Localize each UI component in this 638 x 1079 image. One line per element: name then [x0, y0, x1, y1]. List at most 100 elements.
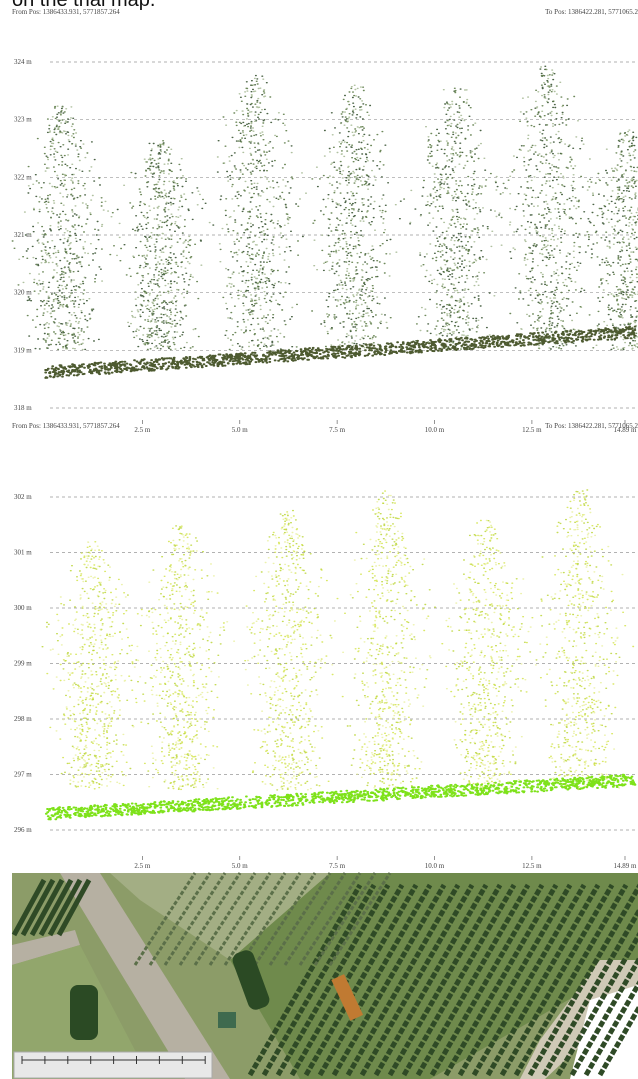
tree-row — [597, 1004, 638, 1077]
x-tick-label: 5.0 m — [232, 862, 249, 870]
point-cloud — [495, 66, 594, 350]
tree-row — [247, 883, 363, 1077]
tree-row — [499, 883, 615, 1077]
tree-row — [401, 883, 517, 1077]
caption-fragment: on the trial map. — [12, 0, 155, 11]
y-tick-label: 299 m — [14, 660, 32, 668]
tree-row — [513, 883, 629, 1077]
point-cloud — [24, 105, 119, 351]
tree-row — [38, 878, 74, 937]
scale-bar-box — [13, 1051, 213, 1079]
tree-row — [29, 878, 65, 937]
y-tick-label: 298 m — [14, 715, 32, 723]
x-tick-label: 7.5 m — [329, 426, 346, 434]
tree-row — [331, 883, 447, 1077]
point-cloud — [346, 492, 436, 789]
point-cloud — [445, 519, 530, 789]
point-cloud — [18, 105, 113, 351]
x-tick-label: 12.5 m — [522, 862, 542, 870]
point-cloud — [336, 490, 430, 788]
y-tick-label: 300 m — [14, 604, 32, 612]
point-cloud — [116, 143, 221, 350]
tree-row — [527, 883, 638, 1077]
tree-row — [253, 872, 317, 966]
tree-row — [193, 872, 257, 966]
x-tick-label: 10.0 m — [425, 426, 445, 434]
point-cloud — [137, 534, 229, 790]
point-cloud — [297, 86, 406, 350]
point-cloud — [11, 105, 112, 351]
point-cloud — [204, 74, 298, 350]
tree-row — [133, 872, 197, 966]
tree-row — [485, 883, 601, 1077]
tree-row — [415, 883, 531, 1077]
point-cloud — [451, 520, 538, 790]
shed — [218, 1012, 236, 1028]
point-cloud — [250, 509, 332, 791]
tree-row — [303, 883, 419, 1077]
x-tick-label: 2.5 m — [134, 426, 151, 434]
tree-row — [569, 956, 638, 1077]
tree-row — [56, 878, 92, 937]
tree-row — [223, 872, 287, 966]
point-cloud — [583, 131, 638, 351]
aerial-image — [11, 872, 638, 1079]
y-tick-label: 320 m — [14, 289, 32, 297]
x-tick-label: 12.5 m — [522, 426, 542, 434]
x-tick-label: 7.5 m — [329, 862, 346, 870]
bare-ground — [570, 985, 638, 1079]
y-tick-label: 321 m — [14, 231, 32, 239]
point-cloud — [409, 89, 512, 349]
y-tick-label: 302 m — [14, 493, 32, 501]
tree-row — [20, 878, 56, 937]
point-cloud — [131, 525, 225, 791]
point-cloud — [577, 129, 638, 351]
point-cloud — [233, 513, 345, 791]
tree-row — [328, 872, 392, 966]
ground-points — [44, 773, 637, 821]
tree-row — [443, 883, 559, 1077]
ground-points — [44, 325, 637, 379]
tree-row — [373, 883, 489, 1077]
tree-row — [457, 883, 573, 1077]
point-cloud — [523, 489, 621, 791]
tree-row — [11, 878, 47, 937]
x-tick-label: 5.0 m — [232, 426, 249, 434]
y-tick-label: 297 m — [14, 771, 32, 779]
y-tick-label: 318 m — [14, 404, 32, 412]
tree-row — [345, 883, 461, 1077]
tree-row — [541, 907, 638, 1077]
trailer — [331, 974, 364, 1021]
point-cloud — [131, 525, 226, 790]
point-cloud — [333, 494, 432, 789]
tree-row — [283, 872, 347, 966]
point-cloud — [500, 68, 595, 350]
tree-row — [298, 872, 362, 966]
tree-row — [471, 883, 587, 1077]
from-position: From Pos: 1386433.931, 5771857.264 — [12, 8, 120, 16]
y-tick-label: 319 m — [14, 346, 32, 354]
point-cloud — [504, 65, 594, 350]
tree-row — [583, 980, 638, 1077]
point-cloud — [305, 84, 398, 351]
tree-row — [163, 872, 227, 966]
tree-row — [313, 872, 377, 966]
tree-row — [429, 883, 545, 1077]
hedge — [70, 985, 98, 1040]
tree-row — [317, 883, 433, 1077]
tree-row — [268, 872, 332, 966]
point-cloud — [216, 77, 303, 350]
tree-row — [555, 931, 638, 1077]
x-tick-label: 14.89 m — [614, 426, 638, 434]
y-tick-label: 322 m — [14, 173, 32, 181]
road — [12, 930, 80, 965]
to-position: To Pos: 1386422.281, 5771065.2 — [545, 8, 638, 16]
point-cloud — [49, 541, 139, 787]
point-cloud — [111, 140, 200, 351]
to-position: To Pos: 1386422.281, 5771065.2 — [545, 422, 638, 430]
tree-row — [238, 872, 302, 966]
point-cloud — [46, 541, 139, 790]
from-position: From Pos: 1386433.931, 5771857.264 — [12, 422, 120, 430]
